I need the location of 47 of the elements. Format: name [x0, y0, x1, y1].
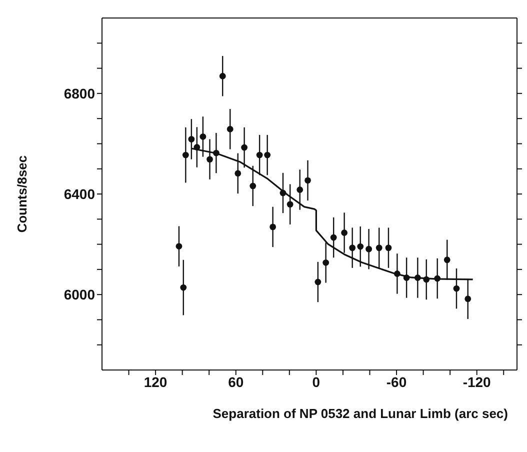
point	[341, 230, 348, 236]
point	[322, 259, 330, 266]
point	[444, 256, 450, 264]
point	[349, 244, 356, 252]
point	[264, 152, 271, 158]
point	[212, 150, 220, 156]
x-tick-label: 120	[144, 374, 168, 390]
point	[200, 133, 206, 140]
point	[296, 186, 304, 193]
point	[206, 156, 213, 163]
point	[434, 275, 441, 282]
point	[194, 144, 200, 150]
point	[304, 177, 311, 184]
x-tick-label: -60	[386, 374, 407, 390]
point	[453, 285, 460, 292]
point	[366, 246, 372, 252]
point	[219, 72, 226, 80]
y-tick-label: 6400	[64, 186, 96, 202]
point	[394, 270, 400, 277]
point	[314, 278, 322, 286]
x-tick-label: -120	[462, 374, 492, 390]
point	[376, 244, 382, 252]
point	[280, 190, 286, 196]
x-tick-label: 60	[228, 374, 244, 390]
point	[250, 182, 256, 190]
y-tick-label: 6000	[64, 286, 96, 303]
point	[423, 276, 430, 283]
point	[385, 244, 392, 252]
x-tick-label: 0	[312, 374, 320, 390]
point	[176, 243, 182, 250]
x-axis-title: Separation of NP 0532 and Lunar Limb (arc sec)	[212, 405, 509, 423]
point	[241, 144, 248, 151]
point	[464, 296, 472, 302]
point	[414, 274, 421, 281]
point	[234, 170, 242, 177]
point	[330, 234, 337, 241]
point	[180, 284, 187, 291]
point	[357, 243, 364, 250]
point	[182, 152, 189, 158]
y-axis-title: Counts/8sec	[14, 155, 30, 233]
point	[256, 152, 263, 158]
y-tick-label: 6800	[64, 85, 96, 102]
point	[270, 224, 276, 230]
point	[286, 201, 294, 208]
point	[403, 274, 410, 281]
point	[226, 126, 234, 132]
point	[188, 136, 195, 142]
